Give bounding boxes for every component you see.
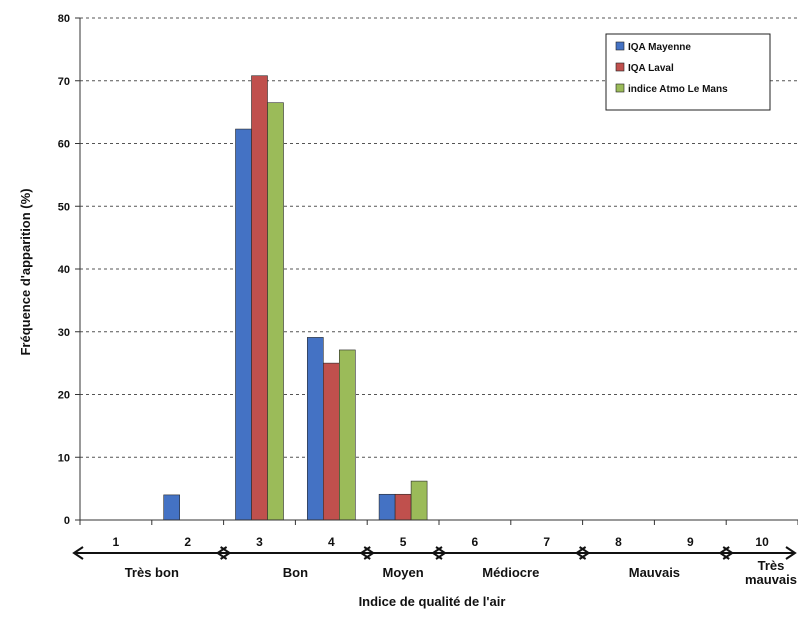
group-label: Bon: [283, 565, 308, 580]
legend-label: IQA Mayenne: [628, 42, 691, 53]
x-tick-label: 5: [400, 535, 407, 549]
y-tick-label: 0: [64, 515, 70, 527]
bars: [163, 75, 428, 521]
group-label: Très mauvais: [745, 558, 797, 587]
legend-label: IQA Laval: [628, 63, 674, 74]
legend-swatch: [615, 41, 625, 51]
group-label-line: Très: [758, 558, 785, 573]
y-axis-title: Fréquence d'apparition (%): [18, 188, 33, 355]
group-arrow-head-left: [215, 546, 228, 560]
bar: [338, 349, 356, 521]
bar: [267, 102, 284, 521]
group-arrow-head-left: [359, 546, 371, 560]
x-tick-label: 7: [543, 535, 550, 549]
bar: [378, 493, 396, 521]
bar: [251, 75, 268, 521]
group-label: Médiocre: [482, 565, 539, 580]
bar: [410, 480, 428, 521]
x-tick-label: 6: [472, 535, 479, 549]
bar: [235, 128, 252, 521]
legend-swatch: [615, 62, 625, 72]
group-label: Très bon: [125, 565, 179, 580]
x-axis-title: Indice de qualité de l'air: [359, 594, 506, 609]
x-tick-label: 8: [615, 535, 622, 549]
x-tick-label: 10: [755, 535, 769, 549]
group-arrow-head-left: [718, 546, 730, 560]
y-tick-label: 10: [58, 452, 70, 464]
bar: [163, 494, 180, 521]
bar: [322, 362, 340, 521]
group-arrow-head-right: [785, 546, 797, 560]
y-tick-label: 70: [58, 76, 70, 88]
group-label: Moyen: [383, 565, 424, 580]
legend-label: indice Atmo Le Mans: [628, 84, 728, 95]
legend-box: [605, 33, 771, 111]
category-groups: Très bon Bon Moyen Médiocre Mauvais Très mauva…: [72, 546, 797, 587]
bar: [394, 493, 412, 521]
y-tick-label: 30: [58, 327, 70, 339]
x-tick-label: 4: [328, 535, 335, 549]
bar: [306, 337, 324, 521]
y-tick-label: 40: [58, 264, 70, 276]
x-tick-label: 2: [184, 535, 191, 549]
y-tick-labels: 0 10 20 30 40 50 60 70 80: [58, 13, 80, 527]
x-tick-label: 3: [256, 535, 263, 549]
group-arrow-head-left: [431, 546, 443, 560]
x-tick-label: 9: [687, 535, 694, 549]
legend: IQA Mayenne IQA Laval indice Atmo Le Mans: [605, 33, 771, 111]
y-tick-label: 50: [58, 201, 70, 213]
group-label-line: mauvais: [745, 572, 797, 587]
group-arrow-head-left: [574, 546, 587, 560]
y-tick-label: 60: [58, 139, 70, 151]
x-tick-label: 1: [113, 535, 120, 549]
y-tick-label: 20: [58, 390, 70, 402]
legend-swatch: [615, 83, 625, 93]
group-label: Mauvais: [629, 565, 680, 580]
x-tick-labels: 1 2 3 4 5 6 7 8 9 10: [113, 535, 770, 549]
group-arrow-head-left: [72, 546, 84, 560]
y-tick-label: 80: [58, 13, 70, 25]
